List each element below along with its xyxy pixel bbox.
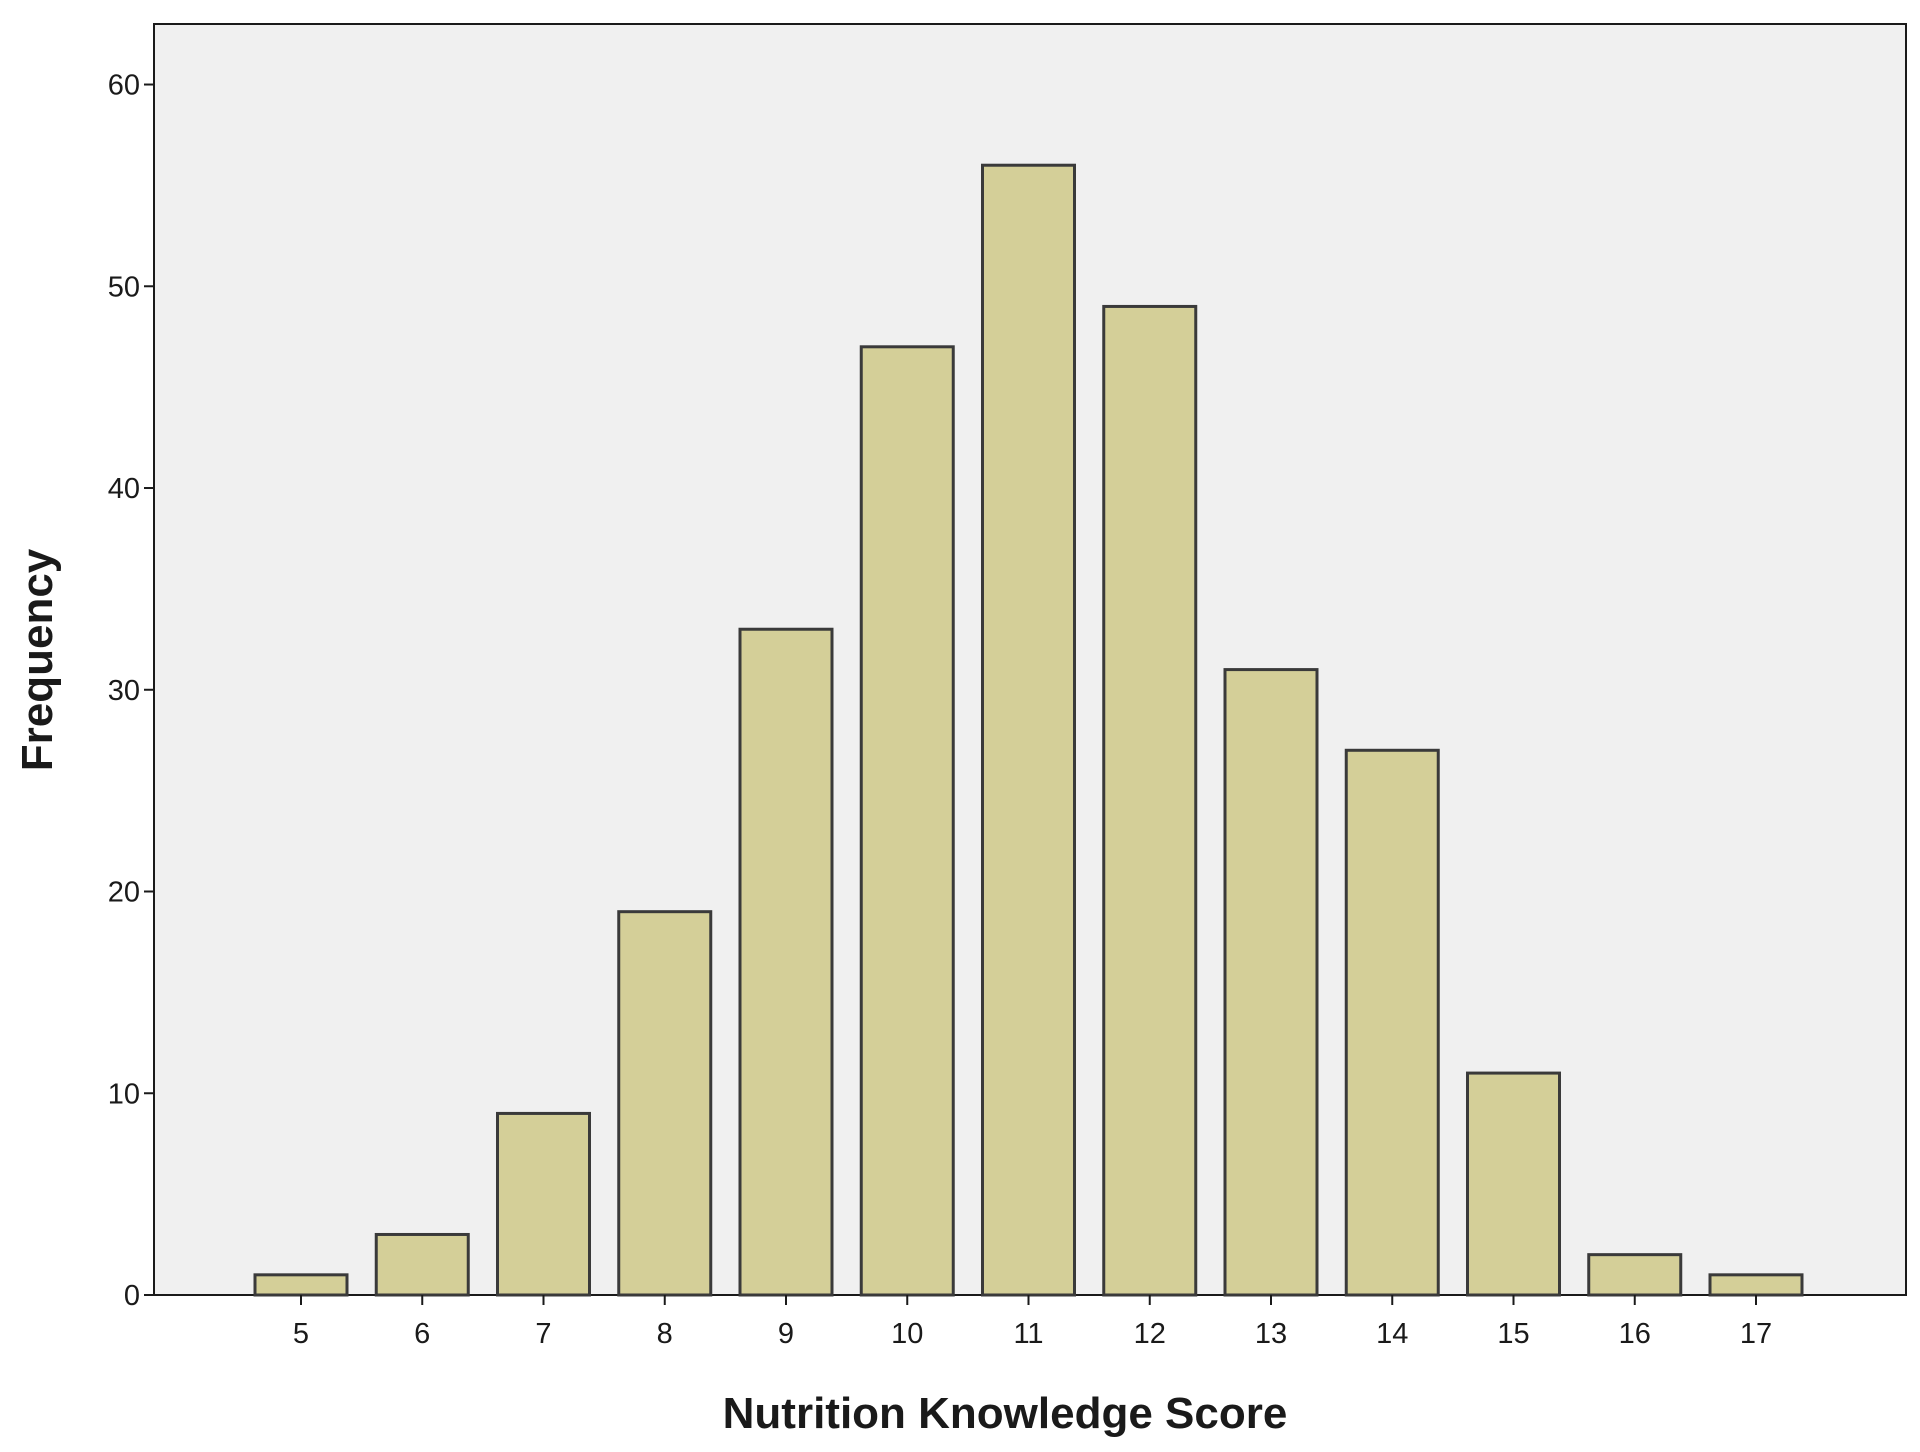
bar-score-6: [374, 1232, 470, 1297]
y-tick-label-0: 0: [124, 1280, 140, 1312]
x-tick-label-5: 5: [293, 1318, 309, 1350]
x-tick-label-15: 15: [1497, 1318, 1529, 1350]
y-tick-label-50: 50: [108, 271, 140, 303]
x-tick-label-14: 14: [1376, 1318, 1408, 1350]
bar-score-11: [981, 163, 1076, 1297]
y-tick-label-10: 10: [108, 1078, 140, 1110]
bar-score-7: [496, 1111, 591, 1297]
y-tick-label-30: 30: [108, 675, 140, 707]
x-tick-label-10: 10: [891, 1318, 923, 1350]
bar-score-10: [859, 345, 955, 1297]
x-axis-title: Nutrition Knowledge Score: [723, 1389, 1288, 1438]
bar-score-13: [1223, 668, 1319, 1297]
x-tick-label-9: 9: [778, 1318, 794, 1350]
y-tick-label-20: 20: [108, 877, 140, 909]
x-tick-label-11: 11: [1013, 1318, 1043, 1350]
bar-score-8: [617, 910, 713, 1297]
y-tick-label-60: 60: [108, 70, 140, 102]
bar-score-12: [1102, 304, 1198, 1297]
bar-score-5: [253, 1273, 349, 1297]
x-tick-label-16: 16: [1619, 1318, 1651, 1350]
x-tick-label-13: 13: [1255, 1318, 1287, 1350]
y-axis: 0 10 20 30 40 50 60: [108, 70, 154, 1312]
bar-score-16: [1587, 1253, 1683, 1297]
bar-score-9: [738, 627, 834, 1297]
x-tick-label-12: 12: [1134, 1318, 1166, 1350]
bars-group: [253, 163, 1804, 1297]
x-tick-label-6: 6: [414, 1318, 430, 1350]
bar-score-14: [1344, 748, 1440, 1297]
y-tick-label-40: 40: [108, 473, 140, 505]
bar-score-17: [1708, 1273, 1804, 1297]
x-tick-label-8: 8: [657, 1318, 673, 1350]
x-axis: 5 6 7 8 9 10 11 12 13 14 15 16 17: [293, 1295, 1772, 1350]
y-axis-title: Frequency: [13, 548, 62, 771]
x-tick-label-7: 7: [535, 1318, 551, 1350]
x-tick-label-17: 17: [1740, 1318, 1772, 1350]
bar-score-15: [1466, 1071, 1561, 1297]
